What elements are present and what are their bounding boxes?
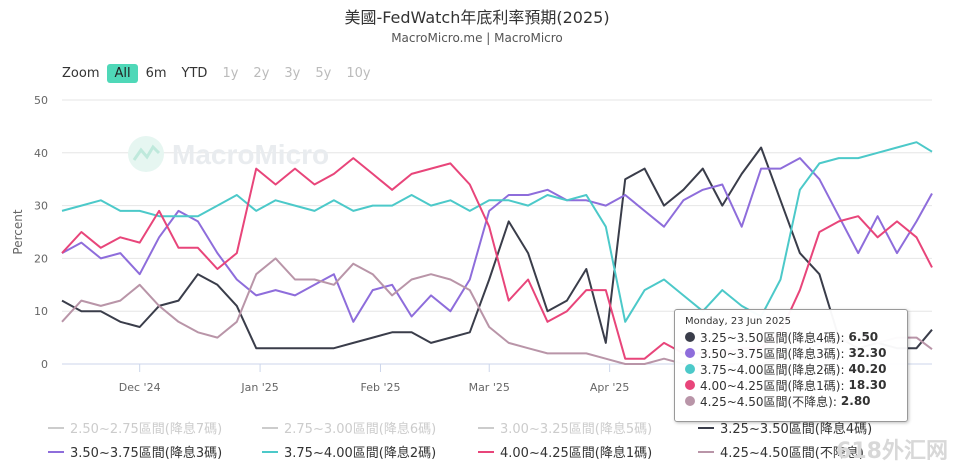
tooltip-series-value: 40.20 xyxy=(848,362,887,376)
series-dot-icon xyxy=(685,380,695,390)
series-dot-icon xyxy=(685,348,695,358)
x-tick-label: Dec '24 xyxy=(119,381,161,394)
range-selector: Zoom All 6m YTD 1y 2y 3y 5y 10y xyxy=(62,64,379,83)
tooltip-row: 4.00~4.25區間(降息1碼): 18.30 xyxy=(685,377,907,393)
series-line xyxy=(61,146,933,350)
range-button-10y[interactable]: 10y xyxy=(346,66,371,81)
y-axis-label: Percent xyxy=(11,209,25,254)
legend-item[interactable]: 4.00~4.25區間(降息1碼) xyxy=(500,445,652,461)
series-dot-icon xyxy=(685,396,695,406)
series-line xyxy=(61,157,933,323)
series-line xyxy=(61,141,933,323)
range-button-ytd[interactable]: YTD xyxy=(181,66,208,81)
y-tick-label: 10 xyxy=(34,305,48,318)
legend-item[interactable]: 3.75~4.00區間(降息2碼) xyxy=(284,445,436,461)
tooltip-series-label: 4.25~4.50區間(不降息): xyxy=(700,394,837,409)
y-tick-label: 50 xyxy=(34,94,48,107)
tooltip-series-label: 4.00~4.25區間(降息1碼): xyxy=(700,378,845,393)
tooltip-series-value: 2.80 xyxy=(840,394,871,408)
tooltip-row: 3.75~4.00區間(降息2碼): 40.20 xyxy=(685,361,907,377)
tooltip-series-value: 18.30 xyxy=(848,378,887,392)
legend-item[interactable]: 4.25~4.50區間(不降息) xyxy=(720,445,864,461)
tooltip-row: 4.25~4.50區間(不降息): 2.80 xyxy=(685,393,907,409)
range-button-1y[interactable]: 1y xyxy=(222,66,239,81)
x-tick-label: Apr '25 xyxy=(590,381,630,394)
corner-watermark: 618外汇网 xyxy=(836,439,948,464)
legend-item[interactable]: 3.00~3.25區間(降息5碼) xyxy=(500,421,652,437)
range-button-2y[interactable]: 2y xyxy=(253,66,270,81)
tooltip-series-value: 6.50 xyxy=(848,330,879,344)
chart-subtitle: MacroMicro.me | MacroMicro xyxy=(391,31,563,45)
tooltip-series-label: 3.75~4.00區間(降息2碼): xyxy=(700,362,845,377)
tooltip-date: Monday, 23 Jun 2025 xyxy=(685,316,791,327)
watermark-text: MacroMicro xyxy=(172,139,329,170)
y-tick-label: 40 xyxy=(34,147,48,160)
x-tick-label: Mar '25 xyxy=(469,381,510,394)
tooltip-row: 3.50~3.75區間(降息3碼): 32.30 xyxy=(685,345,907,361)
tooltip-series-label: 3.50~3.75區間(降息3碼): xyxy=(700,346,845,361)
range-button-5y[interactable]: 5y xyxy=(315,66,332,81)
tooltip-series-value: 32.30 xyxy=(848,346,887,360)
tooltip-series-label: 3.25~3.50區間(降息4碼): xyxy=(700,330,845,345)
macromicro-watermark: MacroMicro xyxy=(128,136,329,172)
range-button-all[interactable]: All xyxy=(107,64,138,83)
chart-title: 美國-FedWatch年底利率預期(2025) xyxy=(344,8,610,27)
x-tick-label: Feb '25 xyxy=(360,381,400,394)
x-tick-label: Jan '25 xyxy=(240,381,278,394)
y-tick-label: 0 xyxy=(41,358,48,371)
zoom-label: Zoom xyxy=(62,66,100,81)
legend-item[interactable]: 2.75~3.00區間(降息6碼) xyxy=(284,421,436,437)
legend-item[interactable]: 3.25~3.50區間(降息4碼) xyxy=(720,421,872,437)
y-tick-label: 30 xyxy=(34,200,48,213)
legend-item[interactable]: 3.50~3.75區間(降息3碼) xyxy=(70,445,222,461)
range-button-6m[interactable]: 6m xyxy=(145,66,167,81)
tooltip-row: 3.25~3.50區間(降息4碼): 6.50 xyxy=(685,329,907,345)
tooltip: Monday, 23 Jun 2025 3.25~3.50區間(降息4碼): 6.… xyxy=(674,309,908,422)
series-dot-icon xyxy=(685,332,695,342)
y-tick-label: 20 xyxy=(34,252,48,265)
series-dot-icon xyxy=(685,364,695,374)
range-button-3y[interactable]: 3y xyxy=(284,66,301,81)
legend-item[interactable]: 2.50~2.75區間(降息7碼) xyxy=(70,421,222,437)
